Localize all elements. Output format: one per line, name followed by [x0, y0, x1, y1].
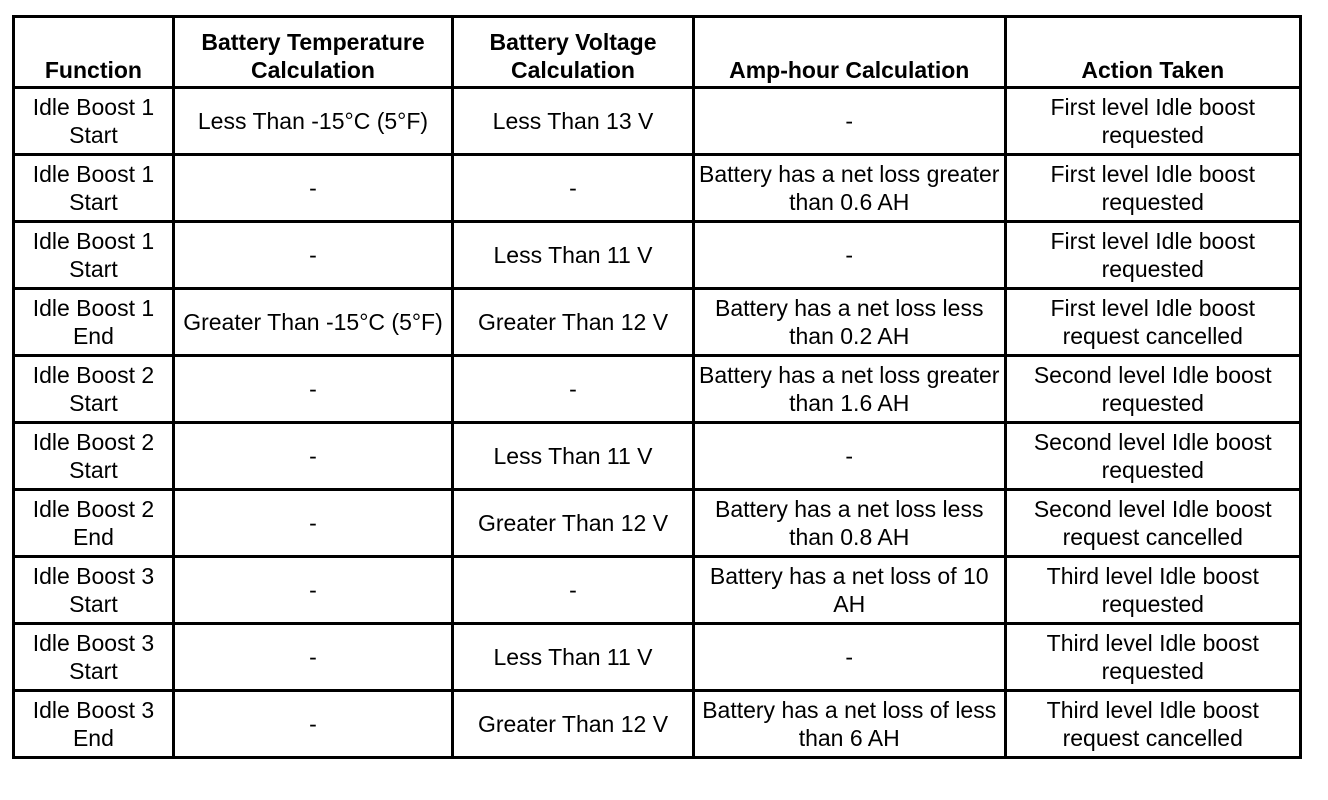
table-row: Idle Boost 3 End - Greater Than 12 V Bat…	[12, 689, 1303, 759]
header-battery-voltage: Battery Voltage Calculation	[451, 15, 695, 89]
amp-hour-cell: -	[691, 421, 1007, 491]
action-cell: Second level Idle boost requested	[1003, 354, 1303, 424]
table-row: Idle Boost 1 Start - Less Than 11 V - Fi…	[12, 220, 1303, 290]
voltage-cell: -	[451, 555, 695, 625]
voltage-cell: Less Than 11 V	[451, 421, 695, 491]
temperature-cell: -	[171, 555, 455, 625]
action-cell: Third level Idle boost requested	[1003, 622, 1303, 692]
idle-boost-table: Function Battery Temperature Calculation…	[12, 15, 1303, 759]
function-cell: Idle Boost 3 Start	[12, 555, 175, 625]
temperature-cell: -	[171, 421, 455, 491]
amp-hour-cell: Battery has a net loss greater than 0.6 …	[691, 153, 1007, 223]
function-cell: Idle Boost 3 Start	[12, 622, 175, 692]
function-cell: Idle Boost 2 Start	[12, 354, 175, 424]
header-row: Function Battery Temperature Calculation…	[12, 15, 1303, 89]
action-cell: Second level Idle boost requested	[1003, 421, 1303, 491]
voltage-cell: Less Than 13 V	[451, 86, 695, 156]
amp-hour-cell: Battery has a net loss of less than 6 AH	[691, 689, 1007, 759]
function-cell: Idle Boost 1 Start	[12, 220, 175, 290]
header-action-taken: Action Taken	[1003, 15, 1303, 89]
header-amp-hour: Amp-hour Calculation	[691, 15, 1007, 89]
voltage-cell: -	[451, 153, 695, 223]
voltage-cell: Greater Than 12 V	[451, 488, 695, 558]
table-row: Idle Boost 3 Start - Less Than 11 V - Th…	[12, 622, 1303, 692]
table-row: Idle Boost 2 Start - - Battery has a net…	[12, 354, 1303, 424]
action-cell: First level Idle boost requested	[1003, 153, 1303, 223]
amp-hour-cell: Battery has a net loss less than 0.8 AH	[691, 488, 1007, 558]
action-cell: First level Idle boost request cancelled	[1003, 287, 1303, 357]
amp-hour-cell: Battery has a net loss greater than 1.6 …	[691, 354, 1007, 424]
action-cell: First level Idle boost requested	[1003, 220, 1303, 290]
action-cell: Third level Idle boost request cancelled	[1003, 689, 1303, 759]
voltage-cell: -	[451, 354, 695, 424]
temperature-cell: -	[171, 488, 455, 558]
temperature-cell: -	[171, 622, 455, 692]
table-row: Idle Boost 1 Start - - Battery has a net…	[12, 153, 1303, 223]
table-header: Function Battery Temperature Calculation…	[12, 15, 1303, 89]
action-cell: First level Idle boost requested	[1003, 86, 1303, 156]
function-cell: Idle Boost 1 Start	[12, 86, 175, 156]
amp-hour-cell: Battery has a net loss of 10 AH	[691, 555, 1007, 625]
function-cell: Idle Boost 2 End	[12, 488, 175, 558]
table-row: Idle Boost 3 Start - - Battery has a net…	[12, 555, 1303, 625]
header-function: Function	[12, 15, 175, 89]
amp-hour-cell: -	[691, 220, 1007, 290]
voltage-cell: Greater Than 12 V	[451, 287, 695, 357]
temperature-cell: -	[171, 153, 455, 223]
temperature-cell: Less Than -15°C (5°F)	[171, 86, 455, 156]
table-row: Idle Boost 1 End Greater Than -15°C (5°F…	[12, 287, 1303, 357]
temperature-cell: -	[171, 354, 455, 424]
voltage-cell: Greater Than 12 V	[451, 689, 695, 759]
amp-hour-cell: -	[691, 622, 1007, 692]
function-cell: Idle Boost 1 End	[12, 287, 175, 357]
amp-hour-cell: -	[691, 86, 1007, 156]
function-cell: Idle Boost 1 Start	[12, 153, 175, 223]
action-cell: Second level Idle boost request cancelle…	[1003, 488, 1303, 558]
temperature-cell: -	[171, 220, 455, 290]
voltage-cell: Less Than 11 V	[451, 220, 695, 290]
function-cell: Idle Boost 2 Start	[12, 421, 175, 491]
amp-hour-cell: Battery has a net loss less than 0.2 AH	[691, 287, 1007, 357]
function-cell: Idle Boost 3 End	[12, 689, 175, 759]
table-row: Idle Boost 2 Start - Less Than 11 V - Se…	[12, 421, 1303, 491]
voltage-cell: Less Than 11 V	[451, 622, 695, 692]
action-cell: Third level Idle boost requested	[1003, 555, 1303, 625]
temperature-cell: Greater Than -15°C (5°F)	[171, 287, 455, 357]
temperature-cell: -	[171, 689, 455, 759]
header-battery-temperature: Battery Temperature Calculation	[171, 15, 455, 89]
table-row: Idle Boost 1 Start Less Than -15°C (5°F)…	[12, 86, 1303, 156]
table-body: Idle Boost 1 Start Less Than -15°C (5°F)…	[12, 86, 1303, 759]
table-row: Idle Boost 2 End - Greater Than 12 V Bat…	[12, 488, 1303, 558]
